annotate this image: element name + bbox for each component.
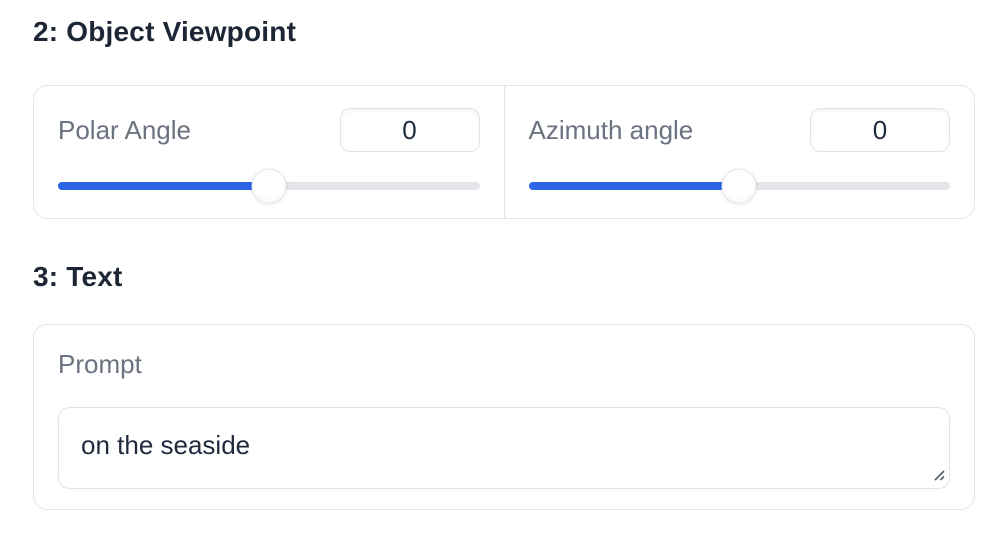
- azimuth-angle-slider: Azimuth angle: [503, 86, 975, 218]
- polar-angle-header: Polar Angle: [58, 108, 480, 152]
- azimuth-angle-track[interactable]: [528, 168, 950, 204]
- polar-angle-label: Polar Angle: [58, 114, 191, 145]
- polar-angle-value-input[interactable]: [339, 108, 480, 152]
- azimuth-angle-fill: [528, 182, 740, 190]
- section-heading-viewpoint: 2: Object Viewpoint: [33, 16, 297, 47]
- prompt-textarea[interactable]: on the seaside: [58, 407, 950, 489]
- polar-angle-track[interactable]: [58, 168, 480, 204]
- polar-angle-slider: Polar Angle: [34, 86, 504, 218]
- viewpoint-panel: Polar Angle Azimuth angle: [33, 85, 975, 219]
- polar-angle-handle[interactable]: [251, 168, 287, 204]
- prompt-label: Prompt: [58, 349, 142, 379]
- azimuth-angle-value-input[interactable]: [810, 108, 950, 152]
- resize-handle-icon[interactable]: [931, 467, 946, 482]
- prompt-textarea-wrap: on the seaside: [58, 407, 950, 489]
- azimuth-angle-label: Azimuth angle: [528, 114, 694, 145]
- text-panel: Prompt on the seaside: [33, 324, 975, 510]
- polar-angle-fill: [58, 182, 269, 190]
- azimuth-angle-header: Azimuth angle: [528, 108, 950, 152]
- azimuth-angle-handle[interactable]: [721, 168, 757, 204]
- section-heading-text: 3: Text: [33, 261, 123, 292]
